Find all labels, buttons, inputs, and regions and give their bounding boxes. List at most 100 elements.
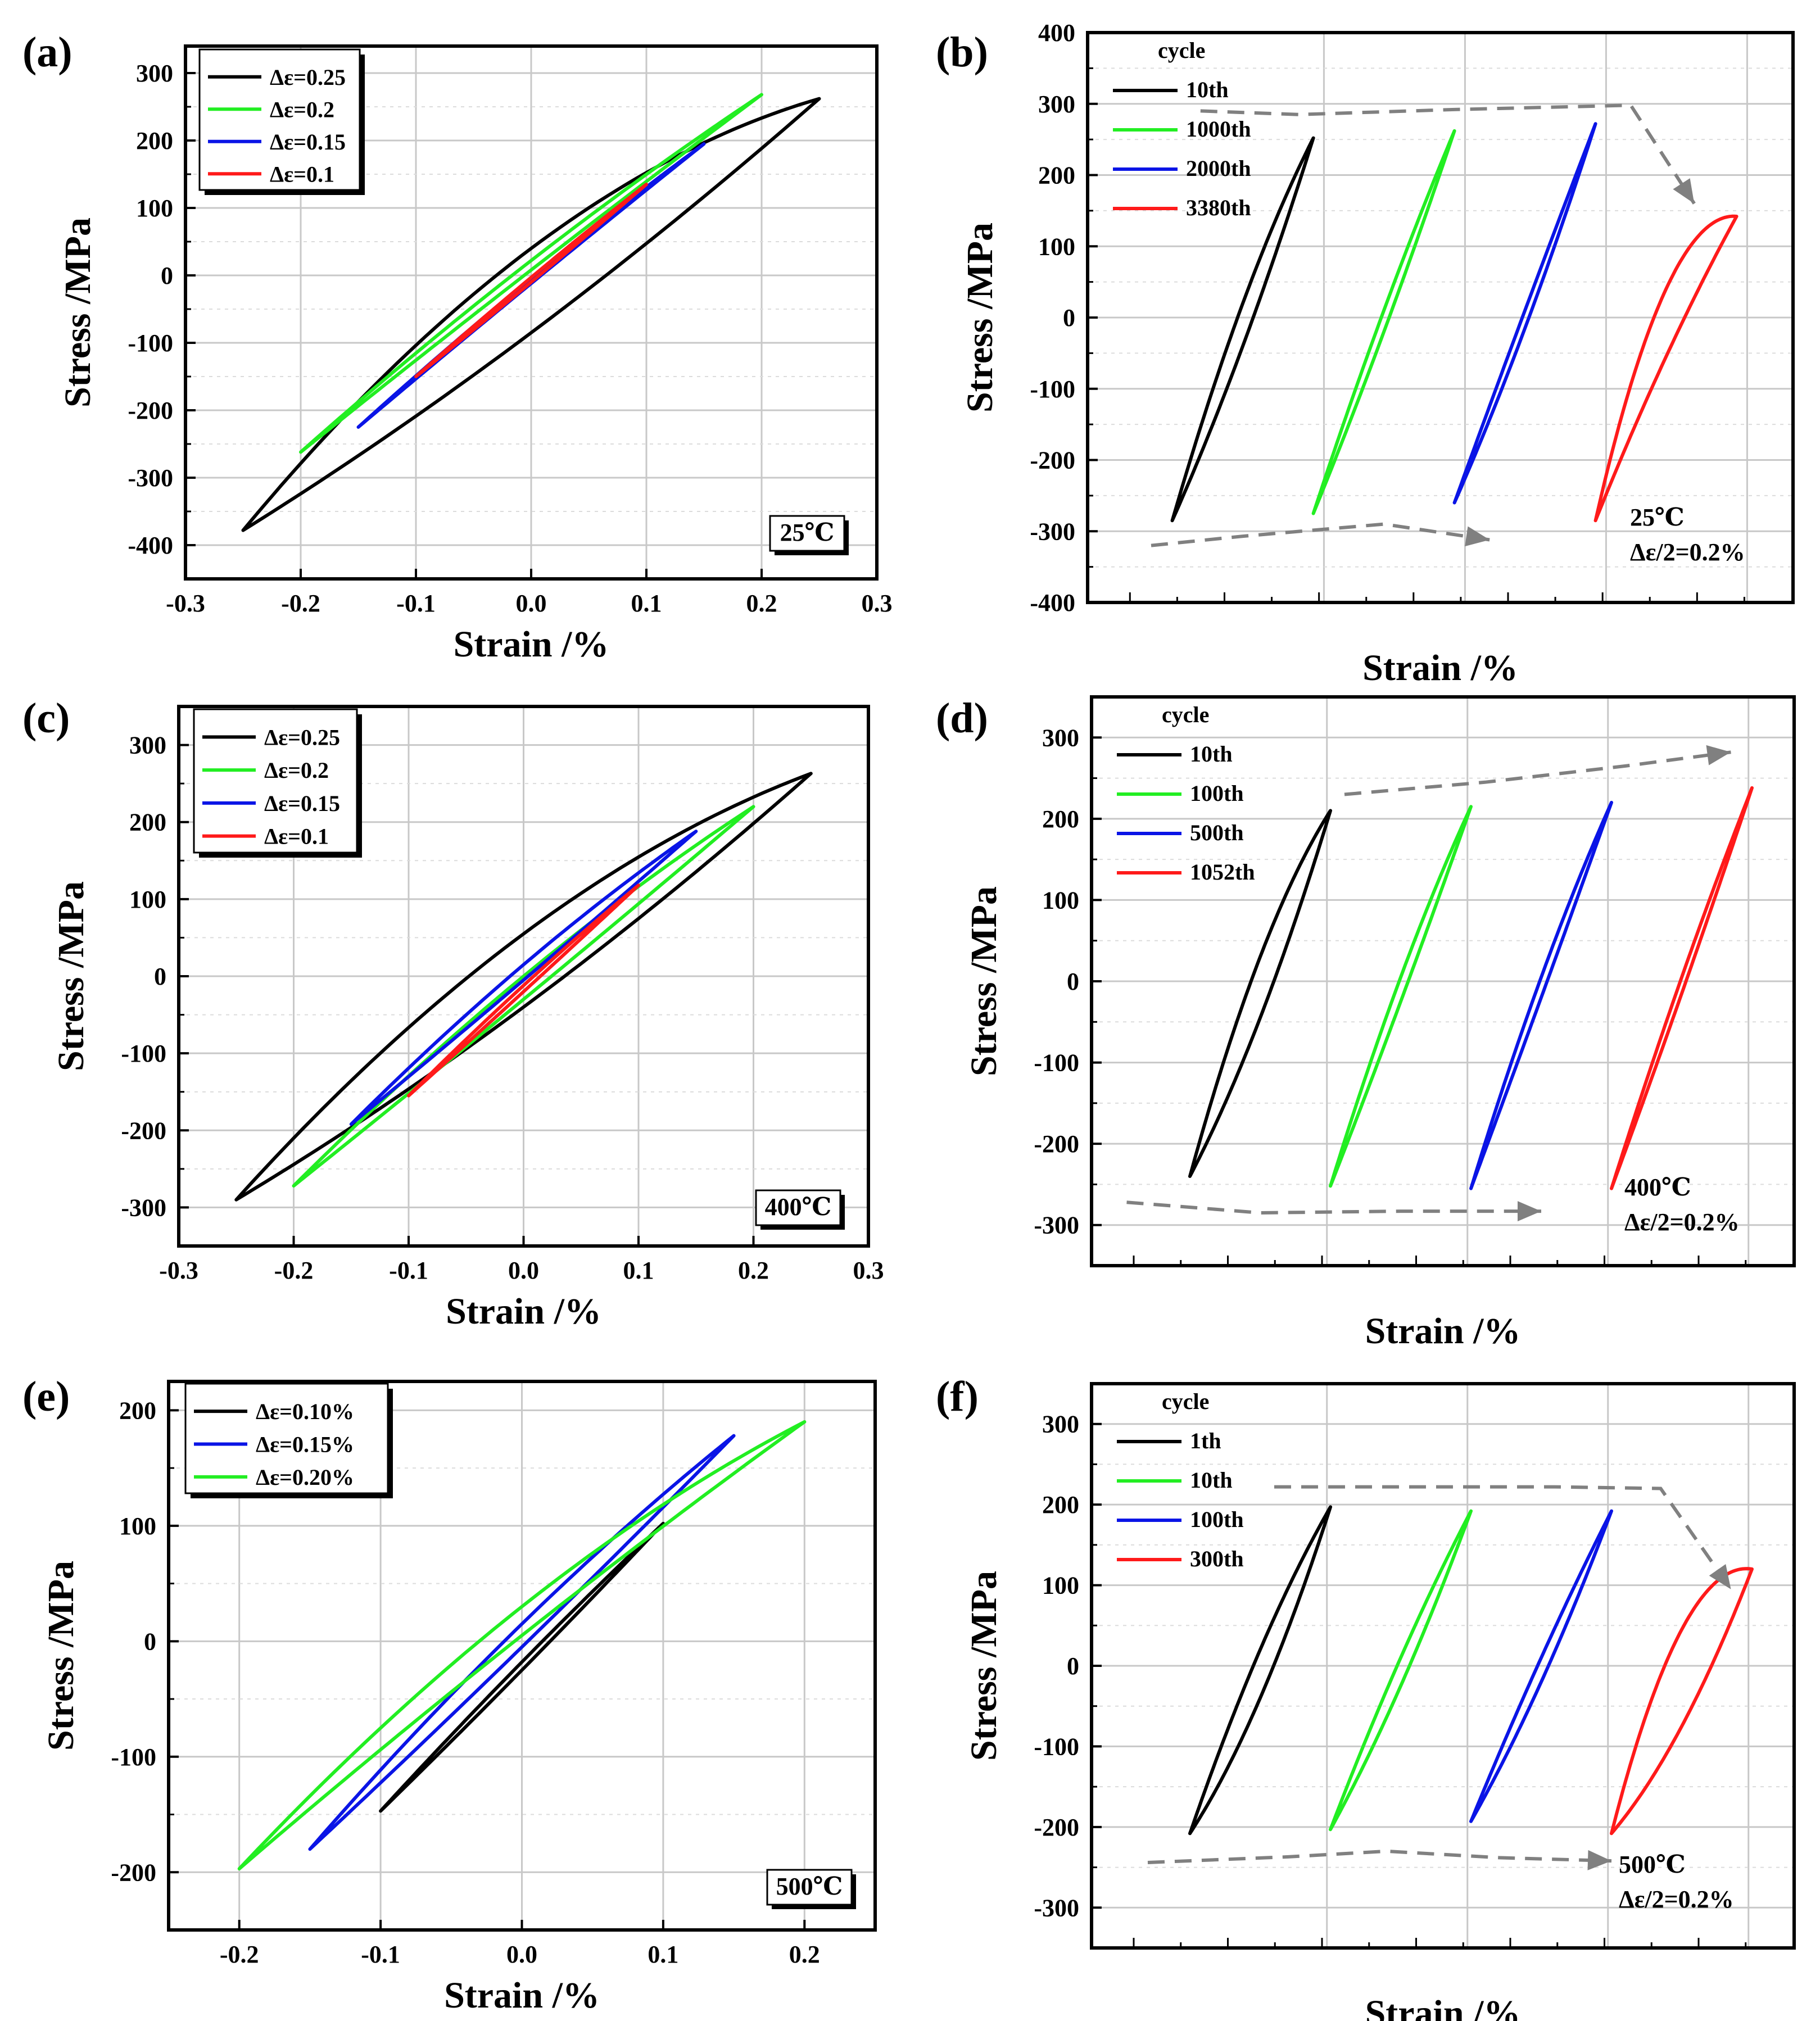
panel-label: (f): [936, 1373, 979, 1420]
temperature-annotation: 400℃: [765, 1193, 832, 1221]
trend-arrow: [1147, 1849, 1612, 1864]
y-tick-label: 300: [1042, 724, 1079, 751]
y-tick-label: -300: [128, 464, 173, 492]
legend-label: 500th: [1190, 820, 1244, 845]
trend-arrow: [1344, 750, 1731, 796]
temperature-annotation: 400℃: [1624, 1173, 1691, 1201]
y-tick-label: -100: [1034, 1049, 1079, 1077]
loop-Δε=0.25: [241, 97, 821, 532]
legend-label: 100th: [1190, 1507, 1244, 1532]
y-axis-label: Stress /MPa: [963, 1571, 1004, 1761]
loop-Δε=0.15: [349, 830, 698, 1126]
y-tick-label: -400: [1030, 589, 1075, 617]
y-tick-label: 200: [1042, 805, 1079, 833]
x-tick-label: -0.3: [166, 590, 205, 617]
temperature-annotation: 500℃: [776, 1873, 843, 1900]
y-tick-label: -400: [128, 532, 173, 559]
strain-amplitude-annotation: Δε/2=0.2%: [1619, 1886, 1734, 1913]
y-tick-label: -100: [128, 329, 173, 357]
loop-1th: [1188, 1505, 1332, 1836]
loop-100th: [1329, 805, 1473, 1188]
y-tick-label: 0: [144, 1628, 156, 1655]
loop-Δε=0.10%: [379, 1521, 665, 1813]
loop-300th: [1610, 1567, 1754, 1836]
panel-f: (f) -300 -200 -100 0 100 200 300 Strain /% Stress…: [936, 1373, 1796, 2021]
legend-label: 1th: [1190, 1428, 1221, 1453]
temperature-annotation: 25℃: [780, 519, 835, 546]
legend-label: Δε=0.20%: [256, 1465, 354, 1490]
legend-label: Δε=0.2: [270, 97, 334, 122]
x-tick-label: -0.3: [159, 1257, 198, 1284]
panel-b: (b) -400 -300 -200 -100 0 100 200 300 400 Strain /…: [936, 19, 1795, 688]
legend-label: Δε=0.25: [270, 65, 346, 90]
y-tick-label: 0: [161, 262, 173, 289]
y-tick-label: 200: [136, 127, 173, 155]
legend-label: Δε=0.10%: [256, 1399, 354, 1424]
legend-label: 2000th: [1186, 156, 1251, 181]
x-tick-label: 0.0: [516, 590, 547, 617]
loop-1000th: [1311, 129, 1456, 515]
annotation-box: [769, 515, 845, 552]
strain-amplitude-annotation: Δε/2=0.2%: [1624, 1208, 1740, 1236]
y-tick-label: -300: [1034, 1894, 1079, 1922]
y-tick-label: 300: [129, 732, 166, 759]
y-tick-label: 200: [129, 809, 166, 836]
legend-box: [193, 708, 358, 854]
x-tick-label: 0.0: [508, 1257, 539, 1284]
x-axis-label: Strain /%: [444, 1975, 600, 2016]
legend-label: 3380th: [1186, 195, 1251, 220]
legend-label: 1000th: [1186, 116, 1251, 142]
legend-label: 10th: [1186, 77, 1229, 102]
y-tick-label: 0: [1063, 304, 1075, 332]
x-tick-label: 0.2: [738, 1257, 769, 1284]
trend-arrow-head: [1709, 1564, 1731, 1589]
panel-a: (a) -400 -300 -200 -100 0 100 200 300 -0.3 -0.2 -0.…: [22, 29, 893, 665]
x-tick-label: 0.1: [623, 1257, 654, 1284]
loop-10th: [1170, 136, 1315, 523]
panel-d: (d) -300 -200 -100 0 100 200 300 Strain /% Stress…: [936, 695, 1796, 1352]
x-axis-label: Strain /%: [1365, 1993, 1521, 2021]
x-tick-label: 0.1: [648, 1941, 678, 1968]
loop-Δε=0.1: [407, 883, 640, 1098]
y-tick-label: -200: [111, 1859, 156, 1886]
legend-label: 100th: [1190, 781, 1244, 806]
y-tick-label: -200: [1030, 447, 1075, 474]
loop-Δε=0.2: [299, 93, 763, 454]
temperature-annotation: 500℃: [1619, 1851, 1686, 1878]
legend-box: [198, 48, 361, 191]
legend-label: Δε=0.1: [264, 824, 329, 849]
y-tick-label: 100: [1042, 886, 1079, 914]
x-tick-label: -0.2: [274, 1257, 314, 1284]
y-tick-label: 200: [1042, 1491, 1079, 1519]
y-tick-label: 100: [136, 194, 173, 222]
panel-label: (c): [22, 695, 70, 742]
y-tick-label: -200: [128, 397, 173, 424]
panel-c: (c) -300 -200 -100 0 100 200 300 -0.3 -0.2 -0.1 0.0…: [22, 695, 884, 1332]
legend-label: 1052th: [1190, 859, 1255, 885]
legend-title: cycle: [1162, 1389, 1209, 1414]
loop-10th: [1329, 1509, 1473, 1832]
loop-Δε=0.1: [414, 183, 648, 378]
legend-label: Δε=0.2: [264, 758, 329, 783]
loop-3380th: [1593, 214, 1738, 523]
legend-label: Δε=0.1: [270, 161, 334, 187]
y-tick-label: 300: [1038, 90, 1075, 118]
loop-Δε=0.20%: [237, 1420, 807, 1871]
trend-arrow-head: [1465, 526, 1490, 547]
trend-arrow: [1126, 1200, 1541, 1215]
y-tick-label: 0: [1067, 968, 1079, 995]
legend-label: Δε=0.15%: [256, 1432, 354, 1457]
y-tick-label: -200: [121, 1117, 166, 1144]
y-axis-label: Stress /MPa: [51, 881, 92, 1071]
loop-10th: [1188, 809, 1332, 1178]
y-tick-label: -300: [1030, 518, 1075, 545]
x-tick-label: 0.2: [746, 590, 777, 617]
annotation-box: [755, 1189, 841, 1226]
x-tick-label: -0.1: [396, 590, 436, 617]
strain-amplitude-annotation: Δε/2=0.2%: [1630, 538, 1745, 566]
y-tick-label: 200: [119, 1397, 156, 1424]
y-tick-label: -100: [121, 1040, 166, 1067]
temperature-annotation: 25℃: [1630, 504, 1685, 531]
y-tick-label: -100: [1030, 375, 1075, 403]
